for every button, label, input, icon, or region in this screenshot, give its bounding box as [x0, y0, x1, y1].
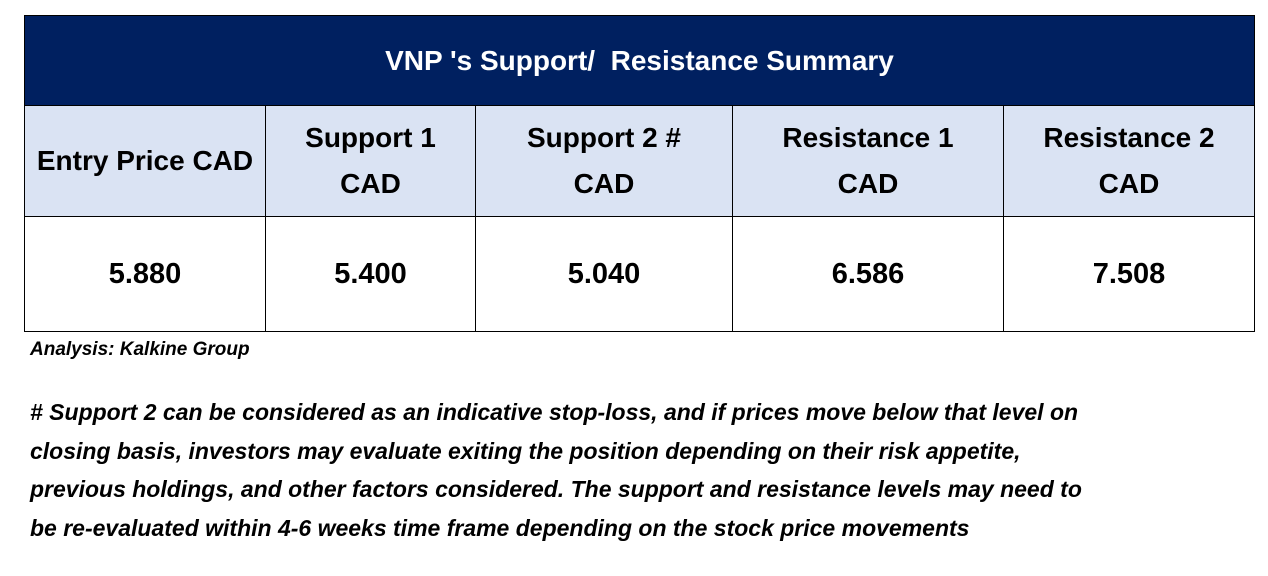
header-resistance-2-line1: Resistance 2 — [1043, 122, 1215, 153]
header-support-1-line1: Support 1 — [305, 122, 436, 153]
note-line: # Support 2 can be considered as an indi… — [30, 399, 1079, 425]
value-entry-price: 5.880 — [24, 216, 266, 332]
table-title-text: VNP 's Support/ Resistance Summary — [385, 44, 894, 76]
disclaimer-note: # Support 2 can be considered as an indi… — [30, 393, 1245, 547]
value-resistance-1: 6.586 — [732, 216, 1004, 332]
header-row: Entry Price CAD Support 1 CAD Support 2 … — [24, 105, 1255, 217]
header-support-1: Support 1 CAD — [265, 105, 476, 217]
header-support-2: Support 2 # CAD — [475, 105, 733, 217]
analysis-credit: Analysis: Kalkine Group — [30, 339, 250, 360]
header-entry-price-line1: Entry Price CAD — [36, 145, 254, 176]
header-support-1-line2: CAD — [340, 168, 401, 199]
value-support-1: 5.400 — [265, 216, 476, 332]
header-support-2-line1: Support 2 # — [526, 122, 681, 153]
note-line: previous holdings, and other factors con… — [30, 476, 1082, 502]
note-line: be re-evaluated within 4-6 weeks time fr… — [30, 514, 970, 541]
header-resistance-2-line2: CAD — [1098, 168, 1160, 199]
header-resistance-1: Resistance 1 CAD — [732, 105, 1004, 217]
header-resistance-1-line1: Resistance 1 — [782, 122, 954, 153]
header-resistance-2: Resistance 2 CAD — [1003, 105, 1255, 217]
title-row: VNP 's Support/ Resistance Summary — [24, 15, 1255, 106]
support-resistance-table: VNP 's Support/ Resistance Summary Entry… — [24, 15, 1255, 332]
header-entry-price: Entry Price CAD — [24, 105, 266, 217]
header-support-2-line2: CAD — [573, 168, 635, 199]
value-support-2: 5.040 — [475, 216, 733, 332]
note-line: closing basis, investors may evaluate ex… — [30, 437, 1021, 464]
table-title: VNP 's Support/ Resistance Summary — [24, 15, 1255, 106]
header-resistance-1-line2: CAD — [837, 168, 899, 199]
value-resistance-2: 7.508 — [1003, 216, 1255, 332]
value-row: 5.880 5.400 5.040 6.586 7.508 — [24, 216, 1255, 332]
